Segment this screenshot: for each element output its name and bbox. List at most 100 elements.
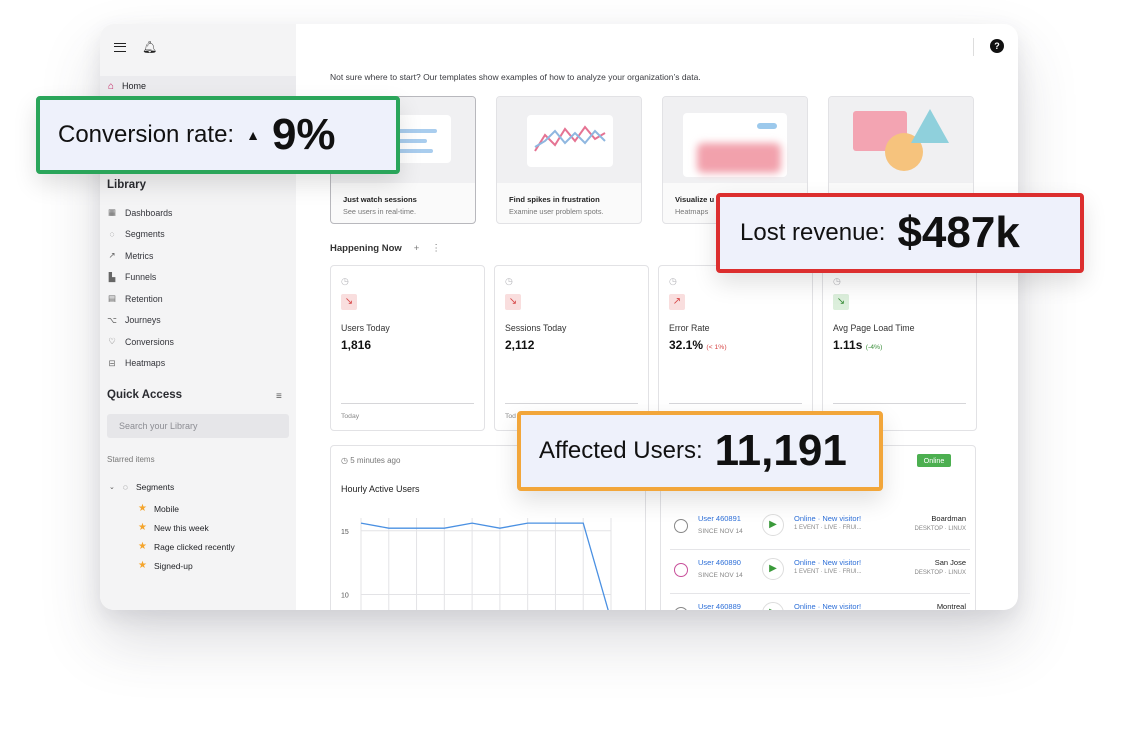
- template-thumbnail: [497, 97, 641, 183]
- user-since: SINCE NOV 14: [698, 572, 743, 579]
- sidebar-item-label: Home: [122, 81, 147, 91]
- library-search-input[interactable]: Search your Library: [107, 414, 289, 438]
- template-title: Just watch sessions: [343, 195, 417, 204]
- template-thumbnail: [663, 97, 807, 183]
- template-subtitle: Heatmaps: [675, 207, 709, 216]
- sidebar-item-funnels[interactable]: ▙ Funnels: [108, 271, 157, 283]
- arrow-up-icon: ↗: [669, 294, 685, 310]
- callout-value: 11,191: [714, 426, 847, 475]
- user-status[interactable]: Online · New visitor!: [794, 558, 862, 567]
- intro-text: Not sure where to start? Our templates s…: [330, 72, 701, 82]
- sidebar-item-segments[interactable]: ◌ Segments: [107, 224, 174, 246]
- callout-value: $487k: [897, 208, 1020, 257]
- play-icon[interactable]: ▶: [762, 558, 784, 580]
- live-user-row[interactable]: User 460889 ▶ Online · New visitor! Mont…: [670, 596, 970, 610]
- clock-icon: ◷: [833, 276, 841, 286]
- sidebar-item-metrics[interactable]: ↗ Metrics: [108, 250, 154, 261]
- starred-folder[interactable]: ⌄ ◌ Segments: [109, 482, 175, 492]
- stat-value: 32.1% (< 1%): [669, 338, 727, 352]
- stat-card-sessions[interactable]: ◷ ↘ Sessions Today 2,112 Tod: [494, 265, 649, 431]
- home-icon: ⌂: [108, 80, 115, 92]
- divider: [973, 38, 974, 56]
- user-name[interactable]: User 460891: [698, 514, 741, 523]
- starred-label: Starred items: [107, 455, 155, 464]
- chevron-down-icon: ⌄: [109, 484, 115, 491]
- sidebar-item-retention[interactable]: ▤ Retention: [107, 293, 163, 304]
- avatar-icon: [674, 607, 688, 610]
- star-icon: ★: [138, 522, 147, 533]
- stat-label: Avg Page Load Time: [833, 323, 915, 333]
- template-card[interactable]: Find spikes in frustration Examine user …: [496, 96, 642, 224]
- live-user-row[interactable]: User 460891 SINCE NOV 14 ▶ Online · New …: [670, 508, 970, 550]
- stat-card-error-rate[interactable]: ◷ ↗ Error Rate 32.1% (< 1%): [658, 265, 813, 431]
- template-card[interactable]: Visualize u Heatmaps: [662, 96, 808, 224]
- arrow-down-icon: ↘: [833, 294, 849, 310]
- user-city: Montreal: [936, 602, 966, 610]
- live-user-row[interactable]: User 460890 SINCE NOV 14 ▶ Online · New …: [670, 552, 970, 594]
- updated-time: ◷ 5 minutes ago: [341, 456, 401, 465]
- starred-item[interactable]: ★ New this week: [138, 522, 209, 533]
- arrow-down-icon: ↘: [341, 294, 357, 310]
- arrow-down-icon: ↘: [505, 294, 521, 310]
- template-title: Visualize u: [675, 195, 715, 204]
- user-device: DESKTOP · LINUX: [914, 526, 966, 532]
- triangle-icon: [911, 109, 949, 143]
- template-title: Find spikes in frustration: [509, 195, 600, 204]
- lost-revenue-callout: Lost revenue: $487k: [716, 193, 1084, 273]
- y-tick-label: 15: [341, 529, 349, 536]
- sidebar-item-dashboards[interactable]: ▦ Dashboards: [107, 207, 173, 218]
- starred-item[interactable]: ★ Signed-up: [138, 560, 193, 571]
- help-icon[interactable]: ?: [990, 39, 1004, 53]
- sidebar-item-heatmaps[interactable]: ⊟ Heatmaps: [108, 357, 166, 369]
- funnel-icon: ▙: [108, 271, 116, 282]
- more-icon[interactable]: ⋮: [431, 243, 441, 254]
- clock-icon: ◷: [505, 276, 513, 286]
- sidebar-item-journeys[interactable]: ⌥ Journeys: [107, 314, 161, 326]
- add-icon[interactable]: +: [413, 243, 420, 254]
- stat-card-page-load[interactable]: ◷ ↘ Avg Page Load Time 1.11s (-4%): [822, 265, 977, 431]
- stat-label: Users Today: [341, 323, 390, 333]
- user-name[interactable]: User 460889: [698, 602, 741, 610]
- happening-now-header: Happening Now + ⋮: [330, 243, 441, 254]
- starred-item[interactable]: ★ Mobile: [138, 503, 180, 514]
- user-city: San Jose: [934, 558, 966, 567]
- grid-icon: ▦: [107, 207, 117, 218]
- stat-label: Sessions Today: [505, 323, 567, 333]
- sparkline: [833, 376, 966, 404]
- menu-icon[interactable]: [114, 42, 126, 52]
- star-icon: ★: [138, 541, 147, 552]
- chart-title: Hourly Active Users: [341, 484, 420, 494]
- stat-card-users[interactable]: ◷ ↘ Users Today 1,816 Today: [330, 265, 485, 431]
- template-subtitle: See users in real-time.: [343, 207, 416, 216]
- star-icon: ★: [138, 560, 147, 571]
- starred-item[interactable]: ★ Rage clicked recently: [138, 541, 235, 552]
- star-icon: ★: [138, 503, 147, 514]
- user-status[interactable]: Online · New visitor!: [794, 602, 862, 610]
- sidebar-item-home[interactable]: ⌂ Home: [100, 76, 296, 96]
- play-icon[interactable]: ▶: [762, 514, 784, 536]
- bell-icon[interactable]: 🔔︎: [142, 40, 158, 54]
- online-badge: Online: [917, 454, 951, 467]
- circle-icon: ◌: [109, 229, 115, 240]
- series-line: [360, 522, 609, 610]
- triangle-up-icon: ▲: [246, 127, 260, 143]
- starred-list: ★ Mobile ★ New this week ★ Rage clicked rec…: [138, 499, 235, 575]
- conversion-icon: ♡: [108, 336, 116, 347]
- conversion-rate-callout: Conversion rate: ▲ 9%: [36, 96, 400, 174]
- quick-access-title: Quick Access: [107, 389, 183, 401]
- avatar-icon: [674, 563, 688, 577]
- library-title: Library: [107, 179, 146, 191]
- template-thumbnail: [829, 97, 973, 183]
- stat-footer: Tod: [505, 413, 516, 420]
- user-city: Boardman: [931, 514, 966, 523]
- sidebar-item-conversions[interactable]: ♡ Conversions: [108, 336, 174, 347]
- user-events: 1 EVENT · LIVE · FRUI...: [794, 569, 862, 575]
- play-icon[interactable]: ▶: [762, 602, 784, 610]
- user-status[interactable]: Online · New visitor!: [794, 514, 862, 523]
- user-name[interactable]: User 460890: [698, 558, 741, 567]
- filter-icon[interactable]: ≡: [276, 391, 282, 402]
- heatmap-icon: ⊟: [108, 357, 116, 368]
- happening-now-title: Happening Now: [330, 243, 402, 254]
